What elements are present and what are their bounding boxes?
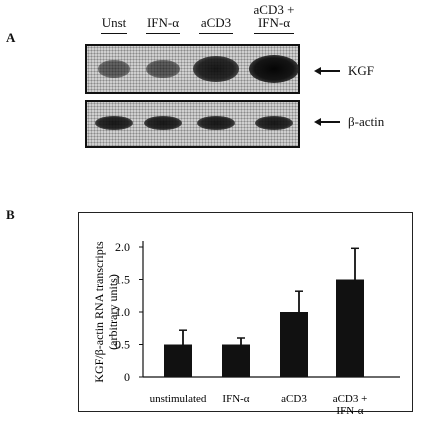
- y-tick-label-0: 0: [124, 370, 130, 384]
- panel-b-letter: B: [6, 207, 15, 222]
- lane-header-2: aCD3: [200, 15, 232, 30]
- blot-0-band-3: [249, 55, 299, 83]
- blot-1-band-3: [255, 116, 293, 130]
- y-tick-label-1: 0.5: [115, 338, 130, 352]
- blot-1-band-0: [95, 116, 133, 130]
- kgf-blot: [85, 44, 300, 94]
- lane-header-0: Unst: [101, 15, 127, 30]
- x-tick-label-1: IFN-α: [222, 393, 249, 405]
- y-axis-label-line2: (arbitrary units): [106, 274, 120, 350]
- bar-3: [336, 279, 364, 377]
- beta-actin-arrow-line: [318, 121, 340, 123]
- beta-actin-label: β-actin: [348, 114, 385, 129]
- bar-0: [164, 344, 192, 377]
- blot-1-band-2: [197, 116, 235, 130]
- blot-0-band-0: [98, 60, 130, 78]
- y-tick-label-3: 1.5: [115, 273, 130, 287]
- beta-actin-arrow-icon: [314, 117, 321, 126]
- beta-actin-blot: [85, 100, 300, 148]
- kgf-arrow-icon: [314, 66, 321, 75]
- x-tick-label-3: aCD3 + IFN-α: [333, 393, 368, 417]
- lane-underline-2: [199, 33, 233, 34]
- chart-frame: [78, 212, 413, 412]
- lane-underline-1: [146, 33, 180, 34]
- lane-underline-0: [101, 33, 127, 34]
- y-tick-label-4: 2.0: [115, 240, 130, 254]
- bar-1: [222, 344, 250, 377]
- y-tick-label-2: 1.0: [115, 305, 130, 319]
- lane-underline-3: [254, 33, 294, 34]
- x-tick-label-2: aCD3: [281, 393, 307, 405]
- y-axis-label-line1: KGF/β-actin RNA transcripts: [92, 241, 106, 383]
- blot-0-band-2: [193, 56, 239, 82]
- panel-a-letter: A: [6, 30, 16, 45]
- kgf-arrow-line: [318, 70, 340, 72]
- lane-header-3: aCD3 + IFN-α: [253, 2, 295, 30]
- blot-0-band-1: [146, 59, 180, 79]
- kgf-label: KGF: [348, 63, 375, 78]
- x-tick-label-0: unstimulated: [150, 393, 207, 405]
- bar-2: [280, 312, 308, 377]
- blot-1-band-1: [144, 116, 182, 130]
- lane-header-1: IFN-α: [146, 15, 180, 30]
